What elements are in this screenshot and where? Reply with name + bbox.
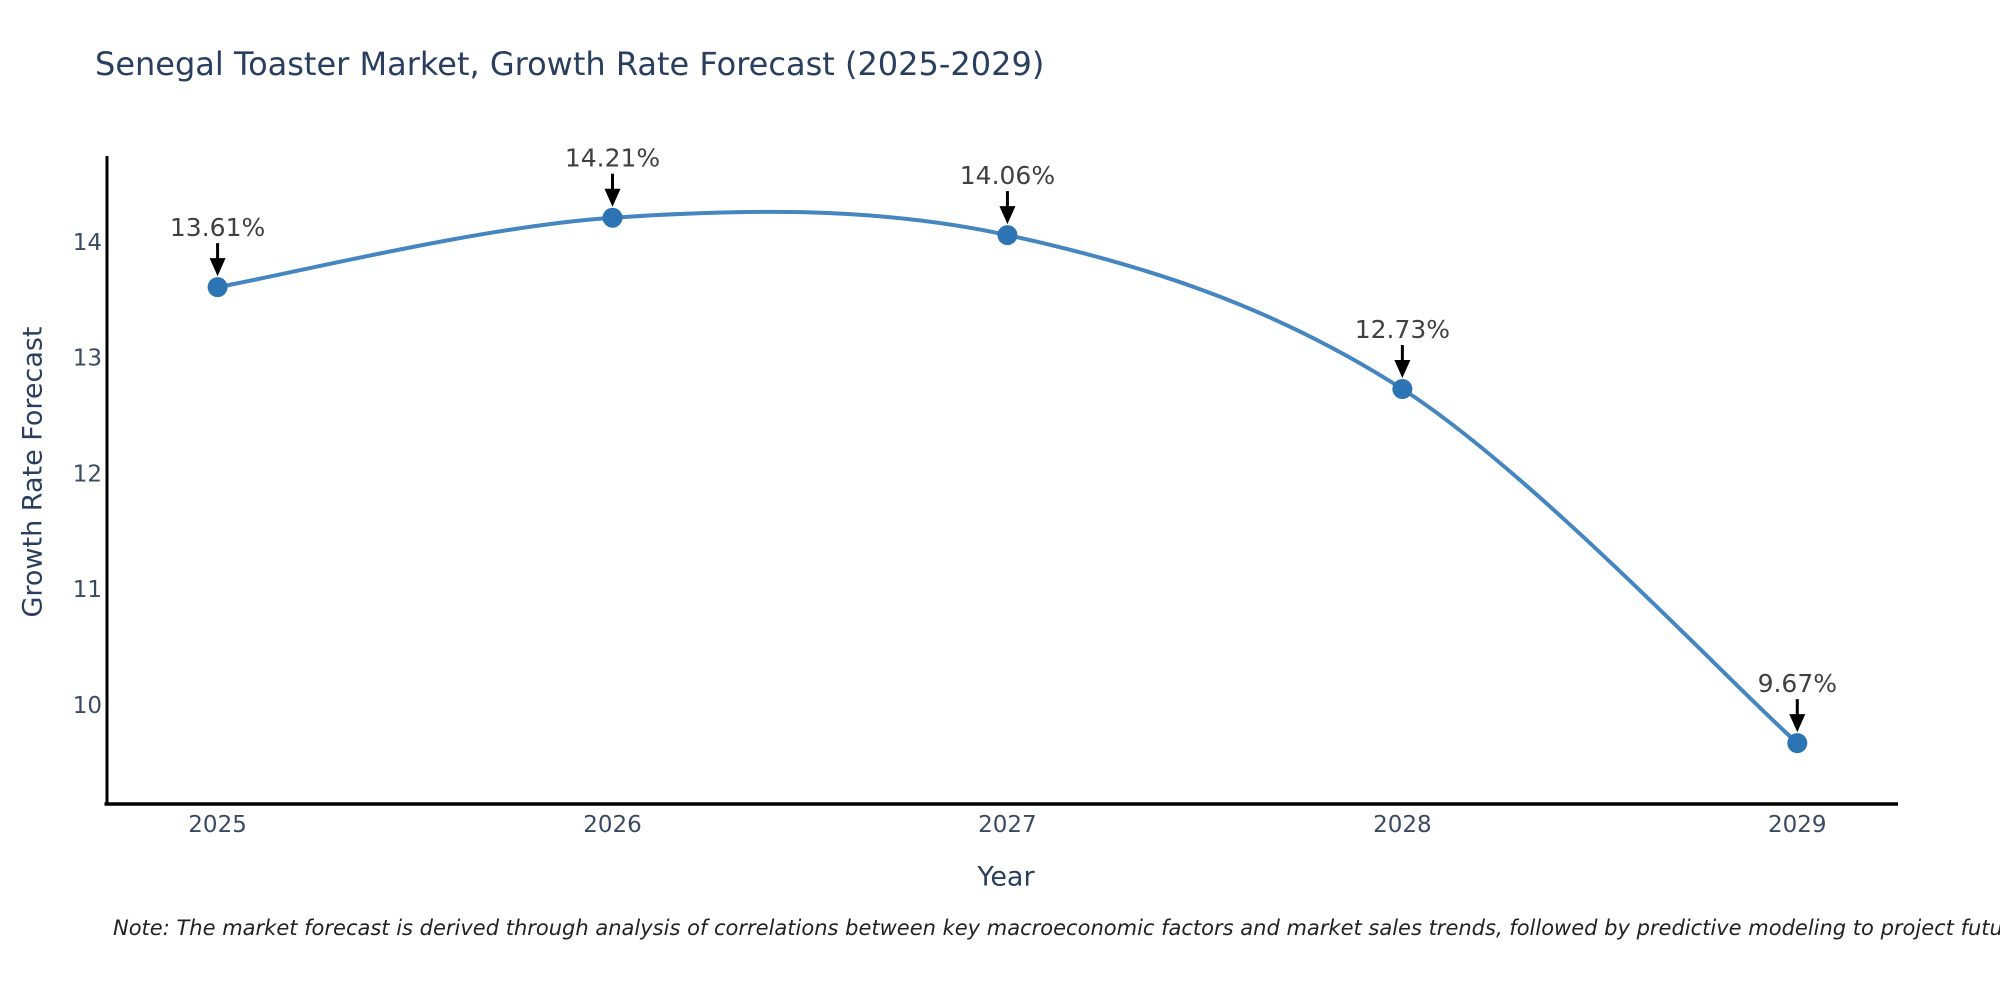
y-tick-label: 11 <box>73 577 102 603</box>
y-tick-label: 10 <box>73 693 102 719</box>
x-tick-label: 2025 <box>188 812 247 838</box>
annotation-arrow-head-icon <box>999 206 1016 225</box>
data-point-marker[interactable] <box>207 277 228 298</box>
x-tick-label: 2029 <box>1768 812 1827 838</box>
annotation-arrow-head-icon <box>1789 714 1806 733</box>
annotation-arrow-head-icon <box>209 258 226 277</box>
data-point-marker[interactable] <box>1787 733 1808 754</box>
x-tick-label: 2028 <box>1373 812 1432 838</box>
annotation-arrow-head-icon <box>604 188 621 207</box>
point-value-label: 12.73% <box>1355 315 1450 344</box>
y-tick-label: 12 <box>73 461 102 487</box>
point-value-label: 9.67% <box>1758 669 1837 698</box>
point-value-label: 13.61% <box>170 213 265 242</box>
y-tick-label: 13 <box>73 346 102 372</box>
chart-title: Senegal Toaster Market, Growth Rate Fore… <box>95 45 1045 83</box>
x-tick-label: 2026 <box>583 812 642 838</box>
y-axis-title: Growth Rate Forecast <box>17 326 49 618</box>
data-point-marker[interactable] <box>1392 378 1413 399</box>
footnote: Note: The market forecast is derived thr… <box>113 916 2000 940</box>
y-tick-label: 14 <box>73 230 102 256</box>
x-tick-label: 2027 <box>978 812 1037 838</box>
x-axis-title: Year <box>977 861 1035 893</box>
point-value-label: 14.06% <box>960 161 1055 190</box>
data-point-marker[interactable] <box>997 225 1018 246</box>
forecast-line <box>215 209 1800 746</box>
point-value-label: 14.21% <box>565 144 660 173</box>
data-point-marker[interactable] <box>602 207 623 228</box>
annotation-arrow-head-icon <box>1394 359 1411 378</box>
